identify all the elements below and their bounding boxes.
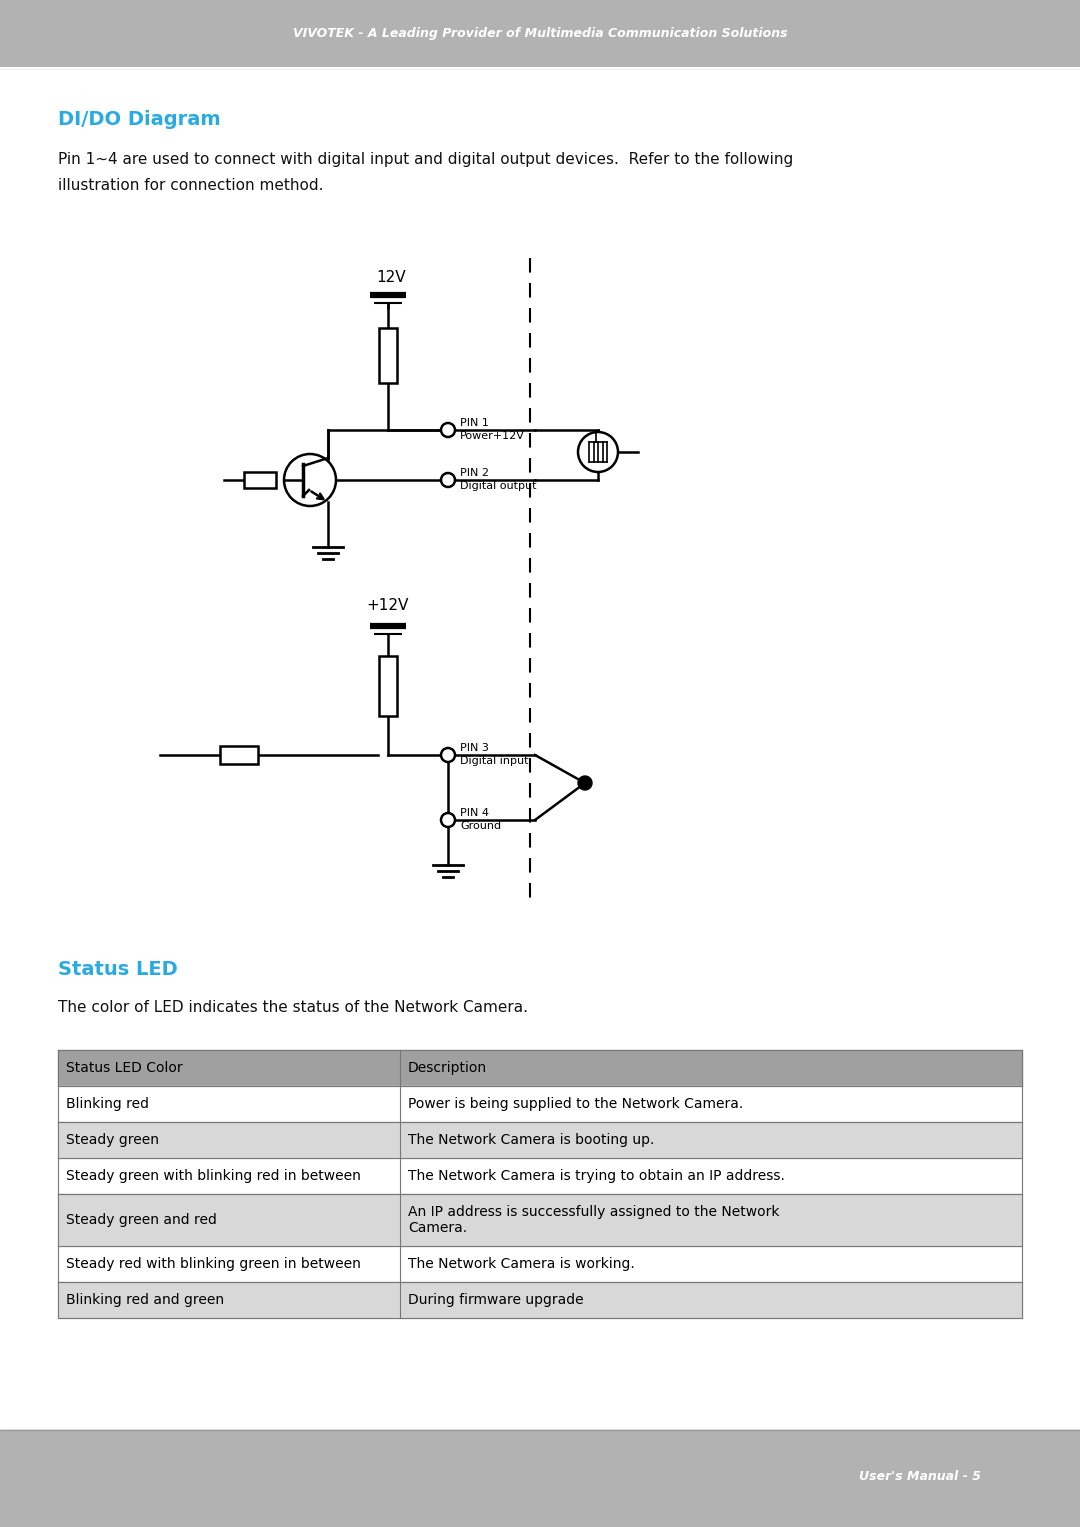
Text: User's Manual - 5: User's Manual - 5	[859, 1471, 981, 1484]
Text: Steady green with blinking red in between: Steady green with blinking red in betwee…	[66, 1170, 361, 1183]
Circle shape	[441, 423, 455, 437]
Text: During firmware upgrade: During firmware upgrade	[408, 1293, 583, 1307]
Text: PIN 3: PIN 3	[460, 744, 489, 753]
Text: +12V: +12V	[366, 599, 408, 612]
Text: Steady red with blinking green in between: Steady red with blinking green in betwee…	[66, 1257, 361, 1270]
Circle shape	[578, 776, 592, 789]
Bar	[0, 1429, 1080, 1527]
Bar	[0, 0, 1080, 69]
Text: Status LED: Status LED	[58, 960, 178, 979]
Text: Digital output: Digital output	[460, 481, 537, 492]
Text: The color of LED indicates the status of the Network Camera.: The color of LED indicates the status of…	[58, 1000, 528, 1015]
Text: The Network Camera is working.: The Network Camera is working.	[408, 1257, 635, 1270]
Text: Ground: Ground	[460, 822, 501, 831]
Bar	[379, 657, 397, 716]
Bar	[58, 1194, 1022, 1246]
Bar	[58, 1246, 1022, 1283]
Text: Description: Description	[408, 1061, 487, 1075]
Text: Power+12V: Power+12V	[460, 431, 525, 441]
Text: VIVOTEK - A Leading Provider of Multimedia Communication Solutions: VIVOTEK - A Leading Provider of Multimed…	[293, 27, 787, 41]
Bar	[379, 328, 397, 383]
Circle shape	[441, 473, 455, 487]
Circle shape	[578, 432, 618, 472]
Text: Status LED Color: Status LED Color	[66, 1061, 183, 1075]
Text: PIN 4: PIN 4	[460, 808, 489, 818]
Circle shape	[441, 812, 455, 828]
Text: The Network Camera is booting up.: The Network Camera is booting up.	[408, 1133, 654, 1147]
Bar	[58, 1283, 1022, 1318]
Text: Blinking red and green: Blinking red and green	[66, 1293, 225, 1307]
Text: illustration for connection method.: illustration for connection method.	[58, 179, 324, 192]
Bar	[58, 1157, 1022, 1194]
Bar	[220, 747, 258, 764]
Text: The Network Camera is trying to obtain an IP address.: The Network Camera is trying to obtain a…	[408, 1170, 785, 1183]
Text: PIN 2: PIN 2	[460, 467, 489, 478]
Circle shape	[284, 454, 336, 505]
Text: PIN 1: PIN 1	[460, 418, 489, 428]
Text: 12V: 12V	[376, 270, 406, 286]
Text: An IP address is successfully assigned to the Network
Camera.: An IP address is successfully assigned t…	[408, 1205, 780, 1235]
Text: DI/DO Diagram: DI/DO Diagram	[58, 110, 220, 128]
Bar	[244, 472, 276, 489]
Text: Digital input: Digital input	[460, 756, 528, 767]
Text: Steady green and red: Steady green and red	[66, 1212, 217, 1228]
Text: Power is being supplied to the Network Camera.: Power is being supplied to the Network C…	[408, 1096, 743, 1112]
Bar	[58, 1122, 1022, 1157]
Bar	[58, 1051, 1022, 1086]
Bar	[58, 1086, 1022, 1122]
Text: Pin 1~4 are used to connect with digital input and digital output devices.  Refe: Pin 1~4 are used to connect with digital…	[58, 153, 793, 166]
Text: Steady green: Steady green	[66, 1133, 159, 1147]
Text: Blinking red: Blinking red	[66, 1096, 149, 1112]
Circle shape	[441, 748, 455, 762]
